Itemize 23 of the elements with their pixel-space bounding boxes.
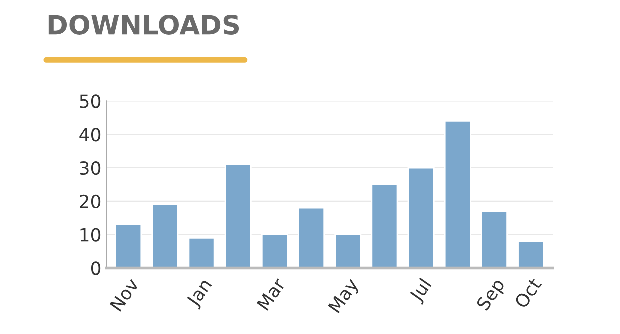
y-tick-label: 50 xyxy=(80,94,101,108)
y-tick-label: 10 xyxy=(80,228,101,242)
bar xyxy=(334,234,362,268)
bar xyxy=(518,240,545,268)
bar xyxy=(298,207,326,268)
x-tick-label: Jan xyxy=(186,278,216,310)
bar xyxy=(188,237,216,268)
bar xyxy=(152,204,179,268)
x-tick-label: Oct xyxy=(514,277,542,310)
bar xyxy=(444,120,472,268)
chart-title: DOWNLOADS xyxy=(48,15,240,35)
x-tick-label: Jul xyxy=(408,278,435,306)
bar xyxy=(115,224,142,268)
y-tick-label: 20 xyxy=(80,194,101,209)
bar xyxy=(224,164,252,268)
x-tick-label: Sep xyxy=(476,278,508,314)
bar xyxy=(371,184,398,268)
bar xyxy=(261,234,288,268)
bar xyxy=(480,210,508,268)
y-tick-label: 30 xyxy=(80,161,101,176)
y-tick-label: 40 xyxy=(80,128,101,142)
bar xyxy=(408,167,435,268)
y-tick-label: 0 xyxy=(91,262,101,276)
